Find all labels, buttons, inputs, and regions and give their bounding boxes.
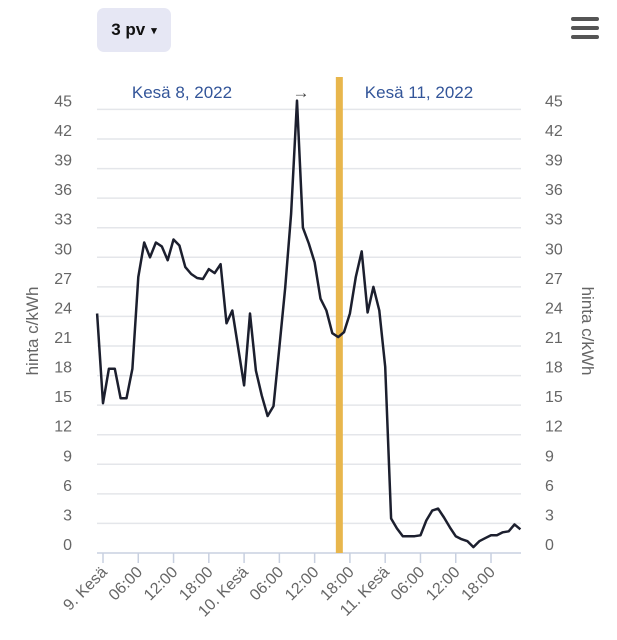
range-select-label: 3 pv (111, 20, 146, 39)
range-select-button[interactable]: 3 pv ▾ (97, 8, 171, 52)
y-tick-label-left: 36 (54, 182, 72, 199)
x-tick-label: 06:00 (388, 564, 428, 604)
x-tick-label: 12:00 (141, 564, 181, 604)
y-tick-label-left: 33 (54, 212, 72, 229)
y-tick-label-right: 27 (545, 271, 563, 288)
y-tick-label-left: 24 (54, 300, 72, 317)
x-tick-label: 18:00 (459, 564, 499, 604)
y-tick-label-right: 3 (545, 507, 554, 524)
y-tick-label-left: 30 (54, 241, 72, 258)
current-time-marker (335, 77, 343, 553)
x-tick-label: 06:00 (106, 564, 146, 604)
y-tick-label-left: 12 (54, 419, 72, 436)
x-tick-label: 12:00 (282, 564, 322, 604)
price-series-line (95, 99, 522, 549)
y-tick-label-right: 15 (545, 389, 563, 406)
x-tick-label: 12:00 (423, 564, 463, 604)
chevron-down-icon: ▾ (151, 24, 157, 37)
y-tick-label-left: 15 (54, 389, 72, 406)
y-tick-label-left: 39 (54, 153, 72, 170)
y-tick-label-left: 27 (54, 271, 72, 288)
y-axis-title-left: hinta c/kWh (23, 287, 42, 376)
y-tick-label-left: 45 (54, 93, 72, 110)
y-tick-label-right: 42 (545, 123, 563, 140)
y-tick-label-right: 0 (545, 537, 554, 554)
y-tick-label-left: 42 (54, 123, 72, 140)
y-tick-label-right: 39 (545, 153, 563, 170)
y-tick-label-left: 6 (63, 478, 72, 495)
y-tick-label-right: 36 (545, 182, 563, 199)
y-tick-label-left: 18 (54, 360, 72, 377)
y-tick-label-left: 9 (63, 448, 72, 465)
arrow-icon: → (293, 83, 310, 102)
y-tick-label-left: 21 (54, 330, 72, 347)
y-tick-label-right: 9 (545, 448, 554, 465)
x-tick-label: 06:00 (247, 564, 287, 604)
band-label-end: Kesä 11, 2022 (365, 83, 473, 102)
y-tick-label-right: 33 (545, 212, 563, 229)
band-label-start: Kesä 8, 2022 (132, 83, 232, 102)
y-tick-label-right: 18 (545, 360, 563, 377)
y-tick-label-right: 45 (545, 93, 563, 110)
y-tick-label-left: 0 (63, 537, 72, 554)
y-tick-label-right: 12 (545, 419, 563, 436)
y-tick-label-right: 6 (545, 478, 554, 495)
y-tick-label-right: 30 (545, 241, 563, 258)
y-tick-label-right: 21 (545, 330, 563, 347)
y-tick-label-left: 3 (63, 507, 72, 524)
hamburger-icon[interactable] (571, 17, 599, 39)
y-tick-label-right: 24 (545, 300, 563, 317)
x-tick-label: 9. Kesä (60, 564, 110, 614)
y-axis-title-right: hinta c/kWh (578, 287, 597, 376)
